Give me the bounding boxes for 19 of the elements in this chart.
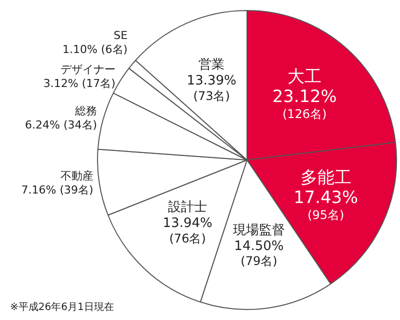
slice-label: 総務 <box>74 104 98 118</box>
slice-label: 現場監督 <box>232 222 285 238</box>
data-label: 13.94% (76名) <box>162 216 212 246</box>
text: ※平成26年6月1日現在 <box>10 300 114 314</box>
slice-label: デザイナー <box>60 62 116 76</box>
data-label: 7.16% (39名) <box>21 184 94 197</box>
slice-label: 営業 <box>198 58 225 73</box>
slice-label: 設計士 <box>168 200 208 216</box>
data-label: 17.43% (95名) <box>294 186 358 222</box>
data-label: 6.24% (34名) <box>25 118 98 132</box>
data-label: 23.12% (126名) <box>272 86 337 122</box>
data-label: 1.10% (6名) <box>62 42 128 56</box>
data-label: 14.50% (79名) <box>234 238 284 268</box>
data-label: 3.12% (17名) <box>43 76 116 90</box>
slice-label: 多能工 <box>300 167 352 188</box>
slice-label: 不動産 <box>60 170 94 183</box>
slice-label: 大工 <box>288 66 322 86</box>
slice-label: SE <box>114 28 128 42</box>
data-label: 13.39% (73名) <box>186 74 236 103</box>
